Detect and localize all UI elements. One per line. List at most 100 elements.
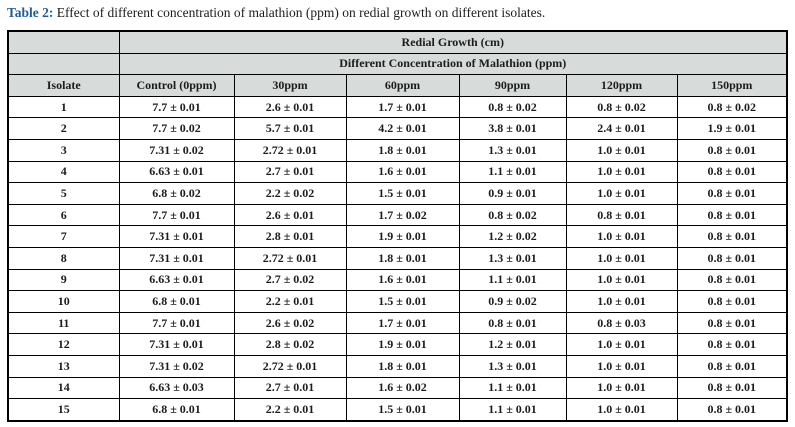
value-cell: 1.0 ± 0.01 <box>565 268 678 292</box>
isolate-cell: 10 <box>7 290 120 313</box>
column-header-control: Control (0ppm) <box>118 74 235 97</box>
value-cell: 7.31 ± 0.01 <box>118 246 235 270</box>
table-row: 15 6.8 ± 0.01 2.2 ± 0.01 1.5 ± 0.01 1.1 ± 0.… <box>7 398 788 422</box>
value-cell: 1.0 ± 0.01 <box>565 398 678 422</box>
value-cell: 1.9 ± 0.01 <box>345 225 460 248</box>
column-header-30ppm: 30ppm <box>233 74 347 97</box>
value-cell: 0.8 ± 0.01 <box>676 376 788 400</box>
value-cell: 1.0 ± 0.01 <box>565 376 678 400</box>
value-cell: 2.6 ± 0.02 <box>233 311 347 335</box>
value-cell: 1.5 ± 0.01 <box>345 398 460 422</box>
value-cell: 1.8 ± 0.01 <box>345 138 460 162</box>
value-cell: 0.8 ± 0.02 <box>565 95 678 119</box>
value-cell: 0.8 ± 0.01 <box>676 354 788 378</box>
value-cell: 6.63 ± 0.01 <box>118 268 235 292</box>
column-header-90ppm: 90ppm <box>458 74 567 97</box>
value-cell: 2.7 ± 0.01 <box>233 160 347 184</box>
value-cell: 0.8 ± 0.01 <box>676 290 788 313</box>
value-cell: 7.7 ± 0.01 <box>118 311 235 335</box>
column-header-60ppm: 60ppm <box>345 74 460 97</box>
table-row: 2 7.7 ± 0.02 5.7 ± 0.01 4.2 ± 0.01 3.8 ± 0.0… <box>7 117 788 140</box>
value-cell: 6.8 ± 0.01 <box>118 290 235 313</box>
value-cell: 1.9 ± 0.01 <box>676 117 788 140</box>
column-header-isolate: Isolate <box>7 74 120 97</box>
table-row: 4 6.63 ± 0.01 2.7 ± 0.01 1.6 ± 0.01 1.1 ± 0.… <box>7 160 788 184</box>
isolate-cell: 1 <box>7 95 120 119</box>
value-cell: 1.8 ± 0.01 <box>345 354 460 378</box>
value-cell: 0.9 ± 0.01 <box>458 182 567 205</box>
value-cell: 1.3 ± 0.01 <box>458 354 567 378</box>
isolate-cell: 14 <box>7 376 120 400</box>
value-cell: 0.8 ± 0.01 <box>676 160 788 184</box>
isolate-cell: 12 <box>7 333 120 356</box>
value-cell: 2.6 ± 0.01 <box>233 203 347 227</box>
value-cell: 0.8 ± 0.01 <box>676 225 788 248</box>
value-cell: 1.0 ± 0.01 <box>565 290 678 313</box>
value-cell: 7.7 ± 0.01 <box>118 203 235 227</box>
value-cell: 2.8 ± 0.02 <box>233 333 347 356</box>
value-cell: 7.7 ± 0.01 <box>118 95 235 119</box>
table-head: Redial Growth (cm) Different Concentrati… <box>7 30 788 97</box>
value-cell: 2.6 ± 0.01 <box>233 95 347 119</box>
value-cell: 1.7 ± 0.01 <box>345 95 460 119</box>
table-row: 5 6.8 ± 0.02 2.2 ± 0.02 1.5 ± 0.01 0.9 ± 0.0… <box>7 182 788 205</box>
value-cell: 1.0 ± 0.01 <box>565 160 678 184</box>
isolate-cell: 3 <box>7 138 120 162</box>
value-cell: 6.8 ± 0.01 <box>118 398 235 422</box>
isolate-cell: 4 <box>7 160 120 184</box>
value-cell: 2.4 ± 0.01 <box>565 117 678 140</box>
value-cell: 1.6 ± 0.02 <box>345 376 460 400</box>
value-cell: 1.0 ± 0.01 <box>565 138 678 162</box>
value-cell: 1.7 ± 0.02 <box>345 203 460 227</box>
isolate-cell: 8 <box>7 246 120 270</box>
value-cell: 1.2 ± 0.02 <box>458 225 567 248</box>
isolate-cell: 15 <box>7 398 120 422</box>
isolate-cell: 9 <box>7 268 120 292</box>
value-cell: 2.7 ± 0.01 <box>233 376 347 400</box>
value-cell: 1.0 ± 0.01 <box>565 182 678 205</box>
header-row-radial-growth: Redial Growth (cm) <box>7 30 788 54</box>
value-cell: 2.7 ± 0.02 <box>233 268 347 292</box>
value-cell: 2.72 ± 0.01 <box>233 138 347 162</box>
value-cell: 2.8 ± 0.01 <box>233 225 347 248</box>
value-cell: 1.0 ± 0.01 <box>565 333 678 356</box>
value-cell: 2.2 ± 0.01 <box>233 290 347 313</box>
value-cell: 7.31 ± 0.02 <box>118 138 235 162</box>
value-cell: 6.8 ± 0.02 <box>118 182 235 205</box>
isolate-cell: 6 <box>7 203 120 227</box>
value-cell: 1.8 ± 0.01 <box>345 246 460 270</box>
results-table: Redial Growth (cm) Different Concentrati… <box>7 30 788 422</box>
column-header-150ppm: 150ppm <box>676 74 788 97</box>
value-cell: 0.8 ± 0.01 <box>676 398 788 422</box>
value-cell: 0.8 ± 0.01 <box>676 311 788 335</box>
value-cell: 7.31 ± 0.01 <box>118 333 235 356</box>
value-cell: 3.8 ± 0.01 <box>458 117 567 140</box>
value-cell: 4.2 ± 0.01 <box>345 117 460 140</box>
table-row: 7 7.31 ± 0.01 2.8 ± 0.01 1.9 ± 0.01 1.2 ± 0.… <box>7 225 788 248</box>
value-cell: 0.8 ± 0.01 <box>458 311 567 335</box>
value-cell: 2.72 ± 0.01 <box>233 246 347 270</box>
value-cell: 1.5 ± 0.01 <box>345 182 460 205</box>
value-cell: 0.8 ± 0.02 <box>676 95 788 119</box>
value-cell: 1.1 ± 0.01 <box>458 398 567 422</box>
value-cell: 1.1 ± 0.01 <box>458 268 567 292</box>
value-cell: 1.9 ± 0.01 <box>345 333 460 356</box>
table-row: 9 6.63 ± 0.01 2.7 ± 0.02 1.6 ± 0.01 1.1 ± 0.… <box>7 268 788 292</box>
value-cell: 1.7 ± 0.01 <box>345 311 460 335</box>
value-cell: 1.1 ± 0.01 <box>458 376 567 400</box>
value-cell: 1.5 ± 0.01 <box>345 290 460 313</box>
table-caption-label: Table 2: <box>7 5 54 20</box>
table-row: 11 7.7 ± 0.01 2.6 ± 0.02 1.7 ± 0.01 0.8 ± 0.… <box>7 311 788 335</box>
value-cell: 1.0 ± 0.01 <box>565 246 678 270</box>
value-cell: 7.31 ± 0.02 <box>118 354 235 378</box>
value-cell: 0.8 ± 0.02 <box>458 95 567 119</box>
value-cell: 6.63 ± 0.03 <box>118 376 235 400</box>
value-cell: 0.8 ± 0.01 <box>676 333 788 356</box>
value-cell: 1.6 ± 0.01 <box>345 160 460 184</box>
value-cell: 1.1 ± 0.01 <box>458 160 567 184</box>
value-cell: 0.9 ± 0.02 <box>458 290 567 313</box>
value-cell: 0.8 ± 0.01 <box>676 246 788 270</box>
table-row: 10 6.8 ± 0.01 2.2 ± 0.01 1.5 ± 0.01 0.9 ± 0.… <box>7 290 788 313</box>
value-cell: 1.0 ± 0.01 <box>565 354 678 378</box>
empty-corner-cell-1 <box>7 30 120 54</box>
